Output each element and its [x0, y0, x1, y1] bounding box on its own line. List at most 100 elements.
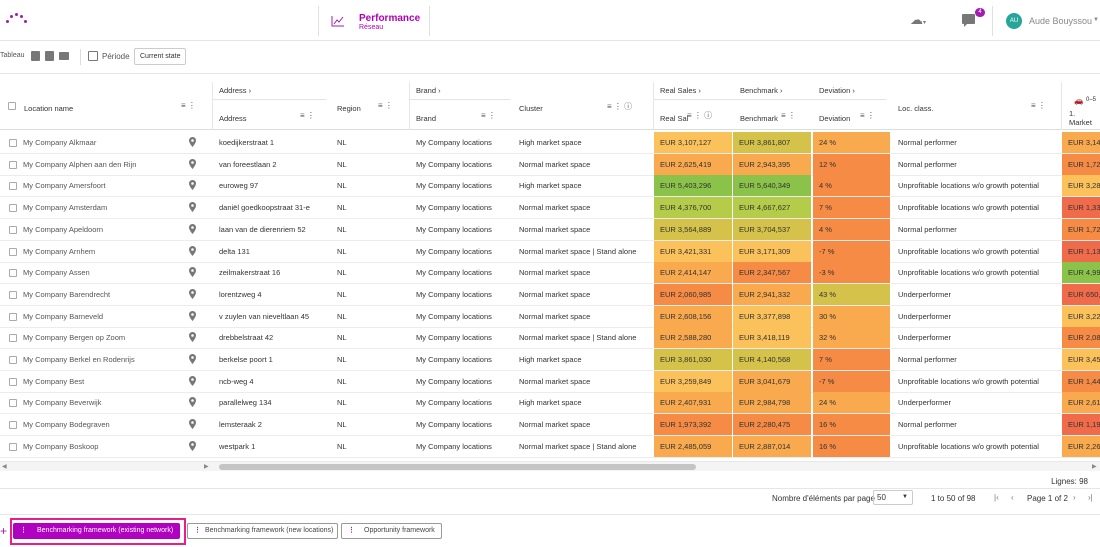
calendar-icon[interactable] [88, 51, 98, 61]
row-checkbox[interactable] [9, 421, 17, 430]
cloud-icon[interactable]: ☁▾ [910, 12, 927, 27]
location-name[interactable]: My Company Bodegraven [23, 420, 110, 430]
scroll-right-icon[interactable]: ▶ [1092, 464, 1097, 470]
row-checkbox[interactable] [9, 204, 17, 213]
table-row[interactable]: My Company Apeldoorn laan van de dierenri… [0, 218, 1100, 241]
map-pin-icon[interactable] [189, 375, 196, 386]
group-header-real-sales[interactable]: Real Sales › [660, 86, 701, 95]
next-page-icon[interactable]: › [1073, 493, 1076, 502]
table-row[interactable]: My Company Barendrecht lorentzweg 4 NL My C… [0, 283, 1100, 306]
row-checkbox[interactable] [9, 160, 17, 169]
tab-benchmarking-new[interactable]: ⋮ Benchmarking framework (new locations) [187, 523, 338, 539]
col-deviation[interactable]: Deviation [819, 114, 851, 123]
more-icon[interactable]: ⋮ [194, 527, 201, 534]
row-checkbox[interactable] [9, 377, 17, 386]
col-location-name[interactable]: Location name [24, 104, 74, 113]
col-brand[interactable]: Brand [416, 114, 437, 123]
map-pin-icon[interactable] [189, 158, 196, 169]
col-address[interactable]: Address [219, 114, 247, 123]
chevron-down-icon[interactable]: ▼ [1093, 17, 1099, 23]
filter-icon[interactable]: ≡ ⋮ [1031, 101, 1046, 110]
scrollbar-thumb[interactable] [219, 464, 696, 470]
row-checkbox[interactable] [9, 442, 17, 451]
avatar[interactable]: AU [1006, 13, 1022, 29]
periode-label[interactable]: Période [102, 52, 130, 61]
group-header-deviation[interactable]: Deviation › [819, 86, 855, 95]
table-row[interactable]: My Company Amsterdam daniël goedkoopstraa… [0, 197, 1100, 220]
table-row[interactable]: My Company Berkel en Rodenrijs berkelse p… [0, 349, 1100, 371]
table-row[interactable]: My Company Assen zeilmakerstraat 16 NL My C… [0, 262, 1100, 285]
scroll-left-icon[interactable]: ◀ [2, 464, 7, 470]
col-benchmark[interactable]: Benchmark [740, 114, 778, 123]
horizontal-scrollbar[interactable]: ◀ ▶ ▶ [0, 461, 1100, 471]
select-all-checkbox[interactable] [8, 102, 16, 110]
filter-icon[interactable]: ≡ ⋮ [378, 101, 393, 110]
filter-icon[interactable]: ≡ ⋮ [781, 111, 796, 120]
file-icon[interactable] [31, 51, 40, 61]
row-checkbox[interactable] [9, 312, 17, 321]
location-name[interactable]: My Company Berkel en Rodenrijs [23, 355, 135, 364]
map-pin-icon[interactable] [189, 137, 196, 147]
location-name[interactable]: My Company Arnhem [23, 246, 96, 256]
row-checkbox[interactable] [9, 356, 17, 364]
table-row[interactable]: My Company Bodegraven lemsteraak 2 NL My Co… [0, 414, 1100, 437]
location-name[interactable]: My Company Apeldoorn [23, 224, 104, 234]
map-pin-icon[interactable] [189, 288, 196, 299]
col-real-sales[interactable]: Real Sal [660, 114, 689, 123]
location-name[interactable]: My Company Amsterdam [23, 203, 108, 213]
row-checkbox[interactable] [9, 399, 17, 408]
map-pin-icon[interactable] [189, 180, 196, 191]
location-name[interactable]: My Company Alkmaar [23, 138, 97, 147]
table-row[interactable]: My Company Alkmaar koedijkerstraat 1 NL My … [0, 132, 1100, 154]
location-name[interactable]: My Company Best [23, 376, 85, 386]
filter-icon[interactable]: ≡ ⋮ ⓘ [687, 111, 713, 120]
row-checkbox[interactable] [9, 182, 17, 191]
user-name[interactable]: Aude Bouyssou [1029, 16, 1093, 26]
location-name[interactable]: My Company Assen [23, 268, 90, 278]
location-name[interactable]: My Company Bergen op Zoom [23, 333, 126, 343]
map-pin-icon[interactable] [189, 332, 196, 343]
location-name[interactable]: My Company Alphen aan den Rijn [23, 159, 137, 169]
location-name[interactable]: My Company Beverwijk [23, 398, 102, 408]
map-pin-icon[interactable] [189, 245, 196, 256]
col-cluster[interactable]: Cluster [519, 104, 543, 113]
row-checkbox[interactable] [9, 139, 17, 147]
module-switcher[interactable]: Performance Réseau [318, 6, 430, 36]
table-row[interactable]: My Company Bergen op Zoom drebbelstraat 4… [0, 327, 1100, 350]
col-loc-class[interactable]: Loc. class. [898, 104, 934, 113]
row-checkbox[interactable] [9, 290, 17, 299]
group-header-brand[interactable]: Brand › [416, 86, 441, 95]
prev-page-icon[interactable]: ‹ [1011, 493, 1014, 502]
table-row[interactable]: My Company Best ncb-weg 4 NL My Company loc… [0, 370, 1100, 393]
last-page-icon[interactable]: ›| [1088, 493, 1093, 502]
group-header-address[interactable]: Address › [219, 86, 252, 95]
map-pin-icon[interactable] [189, 223, 196, 234]
map-pin-icon[interactable] [189, 310, 196, 321]
folder-icon[interactable] [59, 52, 69, 60]
group-header-benchmark[interactable]: Benchmark › [740, 86, 783, 95]
first-page-icon[interactable]: |‹ [994, 493, 999, 502]
row-checkbox[interactable] [9, 225, 17, 234]
map-pin-icon[interactable] [189, 354, 196, 364]
row-checkbox[interactable] [9, 247, 17, 256]
row-checkbox[interactable] [9, 334, 17, 343]
table-row[interactable]: My Company Arnhem delta 131 NL My Company l… [0, 240, 1100, 263]
table-row[interactable]: My Company Amersfoort euroweg 97 NL My Comp… [0, 175, 1100, 198]
col-extra[interactable]: 1. Market [1069, 109, 1092, 127]
scroll-right-icon[interactable]: ▶ [204, 464, 209, 470]
add-tab-icon[interactable]: + [0, 524, 8, 538]
filter-icon[interactable]: ≡ ⋮ [481, 111, 496, 120]
per-page-select[interactable]: 50 ▼ [873, 490, 913, 505]
filter-icon[interactable]: ≡ ⋮ [181, 101, 196, 110]
app-logo[interactable] [6, 12, 28, 28]
map-pin-icon[interactable] [189, 419, 196, 430]
chat-icon[interactable] [959, 11, 981, 29]
tab-opportunity[interactable]: ⋮ Opportunity framework [341, 523, 442, 539]
location-name[interactable]: My Company Amersfoort [23, 181, 106, 191]
more-icon[interactable]: ⋮ [348, 527, 355, 534]
location-name[interactable]: My Company Boskoop [23, 441, 99, 451]
row-checkbox[interactable] [9, 269, 17, 278]
table-row[interactable]: My Company Barneveld v zuylen van nievelt… [0, 305, 1100, 328]
table-row[interactable]: My Company Boskoop westpark 1 NL My Company… [0, 435, 1100, 458]
filter-icon[interactable]: ≡ ⋮ ⓘ [607, 102, 633, 111]
